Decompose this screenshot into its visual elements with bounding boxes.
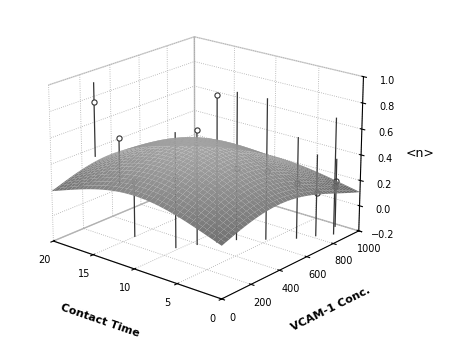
X-axis label: Contact Time: Contact Time <box>59 302 141 339</box>
Y-axis label: VCAM-1 Conc.: VCAM-1 Conc. <box>289 285 372 332</box>
